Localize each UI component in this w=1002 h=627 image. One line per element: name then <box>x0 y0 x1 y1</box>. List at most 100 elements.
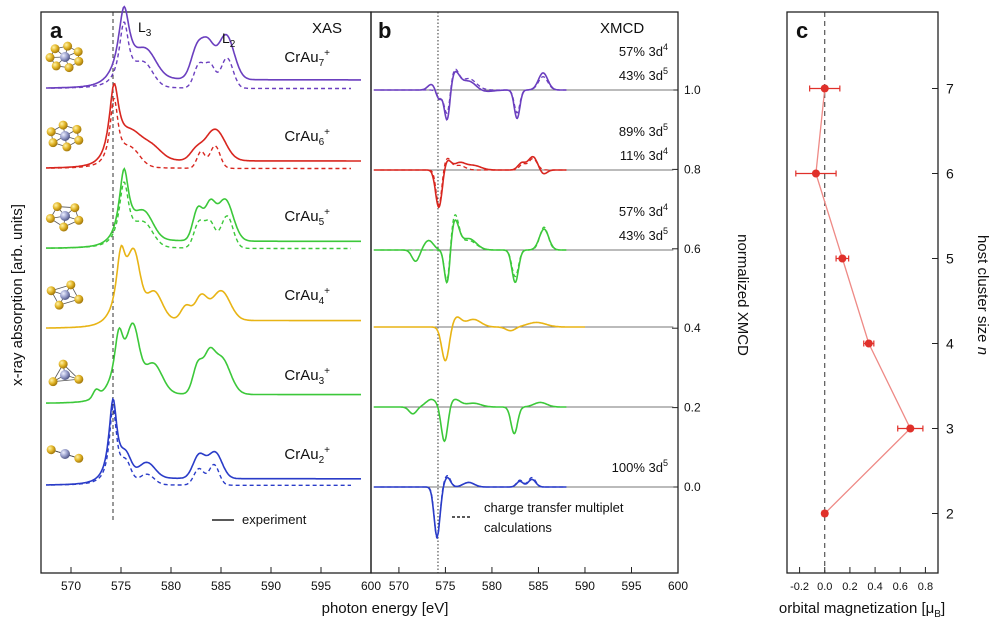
gold-atom <box>45 213 55 223</box>
composition-annotation: 57% 3d4 <box>619 202 668 219</box>
panel-a-series-calc-line <box>51 181 351 250</box>
data-point <box>838 254 847 263</box>
series-label-sub: 2 <box>319 455 325 466</box>
panel-b-series-calc-line <box>380 68 567 115</box>
panel-a-series-calc-line <box>51 21 351 90</box>
panel-b-series-line <box>373 476 567 538</box>
composition-annotation: 43% 3d5 <box>619 66 668 83</box>
panel-c-x-tick-label: 0.4 <box>867 581 882 593</box>
panel-b-frame <box>370 11 679 574</box>
panel-c-x-tick-label: -0.2 <box>790 581 809 593</box>
panel-b-x-tick-label: 585 <box>528 579 548 593</box>
composition-annotation-base: 11% 3d <box>620 148 663 163</box>
panel-c-frame <box>786 11 939 574</box>
edge-label-sub: 3 <box>146 28 152 39</box>
gold-atom <box>70 203 80 213</box>
data-point <box>864 339 873 348</box>
panel-a-letter: a <box>50 18 63 43</box>
panel-a-series-line <box>46 5 361 89</box>
composition-annotation-base: 100% 3d <box>612 460 663 475</box>
series-label-sub: 5 <box>319 217 325 228</box>
panel-a-series-calc-line <box>50 405 351 486</box>
gold-atom <box>62 142 72 152</box>
panel-a-series-label: CrAu6+ <box>284 127 330 148</box>
panel-b-series-line <box>373 316 585 362</box>
legend-experiment-label: experiment <box>242 512 307 527</box>
panel-a-plot: 570 575 580 585 590 595 600CrAu7+CrAu6+CrAu5+C… <box>45 5 381 593</box>
gold-atom <box>74 56 84 66</box>
panel-a-x-tick-label: 585 <box>211 579 231 593</box>
panel-b-y-tick-label: 0.6 <box>684 242 701 256</box>
edge-label-l2: L2 <box>222 30 236 50</box>
panel-b-x-tick-label: 600 <box>668 579 688 593</box>
panel-a-series-line <box>46 167 361 249</box>
composition-annotation-sup: 4 <box>663 42 668 52</box>
series-label-sup: + <box>324 48 330 59</box>
gold-atom <box>74 294 84 304</box>
panel-a-series-label: CrAu4+ <box>284 286 330 307</box>
label-sub: B <box>934 609 941 620</box>
data-point <box>820 509 829 518</box>
data-point <box>811 169 820 178</box>
panel-a-series-label: CrAu2+ <box>284 445 330 466</box>
cluster-structure-icon <box>48 359 84 387</box>
panel-b-series-line <box>373 155 567 209</box>
gold-atom <box>45 53 55 63</box>
series-label-sup: + <box>324 127 330 138</box>
panel-b-letter: b <box>378 18 391 43</box>
panel-a-series-line <box>46 244 361 329</box>
panel-b-series-line <box>373 70 567 121</box>
panel-a-series-label: CrAu3+ <box>284 366 330 387</box>
panel-b-y-tick-label: 0.8 <box>684 162 701 176</box>
gold-atom <box>74 374 84 384</box>
gold-atom <box>46 127 56 137</box>
composition-annotation-sup: 4 <box>663 146 668 156</box>
series-label-sub: 4 <box>319 296 325 307</box>
panel-b-y-tick-label: 0.2 <box>684 401 701 415</box>
edge-label-base: L <box>222 30 230 46</box>
panel-c-letter: c <box>796 18 808 43</box>
panel-b-series-calc-line <box>380 157 567 207</box>
series-label-base: CrAu <box>284 446 318 463</box>
panel-c-x-tick-label: 0.0 <box>817 581 832 593</box>
panel-a-series-label: CrAu7+ <box>284 48 330 69</box>
gold-atom <box>48 377 58 387</box>
composition-annotation: 100% 3d5 <box>612 458 668 475</box>
panel-c-plot: -0.2 0.0 0.2 0.4 0.6 0.8 2 3 4 5 6 7 <box>790 12 954 593</box>
panel-a-x-tick-label: 595 <box>311 579 331 593</box>
data-point <box>906 424 915 433</box>
panel-b-y-tick-label: 0.0 <box>684 480 701 494</box>
panel-c-y-tick-label: 5 <box>946 251 954 267</box>
panel-a-x-tick-label: 575 <box>111 579 131 593</box>
panel-a-frame <box>40 11 372 574</box>
panel-b-title: XMCD <box>600 20 644 37</box>
series-label-sup: + <box>324 207 330 218</box>
edge-label-l3: L3 <box>138 19 152 39</box>
cluster-structure-icon <box>46 445 84 463</box>
panel-c-y-label: host cluster size n <box>974 235 991 355</box>
chromium-atom <box>60 290 70 300</box>
panel-a-series-line <box>46 322 361 404</box>
connecting-line <box>815 88 912 514</box>
composition-annotation-base: 57% 3d <box>619 204 663 219</box>
composition-annotation-sup: 5 <box>663 122 668 132</box>
composition-annotation: 57% 3d4 <box>619 42 668 59</box>
panel-b-x-tick-label: 590 <box>575 579 595 593</box>
series-label-base: CrAu <box>284 367 318 384</box>
composition-annotation: 89% 3d5 <box>619 122 668 139</box>
gold-atom <box>50 44 60 54</box>
series-label-sup: + <box>324 286 330 297</box>
panel-a-y-label: x-ray absorption [arb. units] <box>9 204 26 386</box>
legend-calc-label-line2: calculations <box>484 520 552 535</box>
composition-annotation-base: 43% 3d <box>619 68 663 83</box>
panel-c-y-tick-label: 2 <box>946 506 954 522</box>
panel-b-series-line <box>373 398 567 443</box>
gold-atom <box>58 359 68 369</box>
gold-atom <box>66 280 76 290</box>
panel-c-y-tick-label: 7 <box>946 81 954 97</box>
chromium-atom <box>60 449 70 459</box>
panel-c-x-tick-label: 0.8 <box>918 581 933 593</box>
gold-atom <box>59 222 69 232</box>
series-label-sub: 3 <box>319 376 325 387</box>
